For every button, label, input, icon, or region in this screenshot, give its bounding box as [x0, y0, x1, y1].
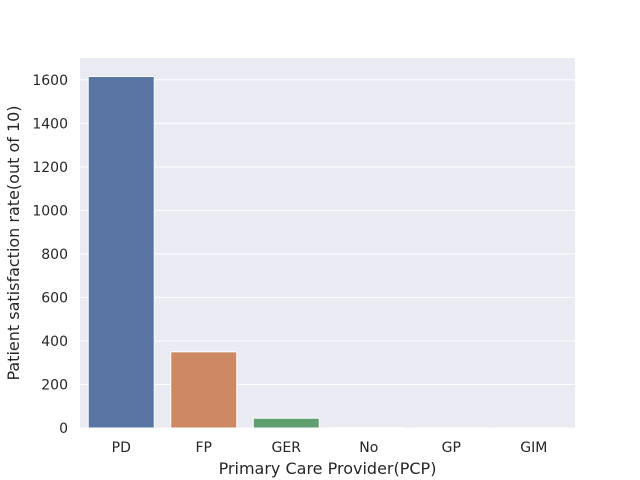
- y-tick-label: 800: [41, 247, 68, 263]
- y-tick-label: 0: [59, 421, 68, 437]
- y-tick-label: 1000: [32, 203, 68, 219]
- y-tick-label: 200: [41, 377, 68, 393]
- y-tick-label: 600: [41, 290, 68, 306]
- y-tick-label: 1400: [32, 116, 68, 132]
- plot-background: [80, 58, 575, 428]
- bars: [87, 76, 568, 429]
- x-tick-label: GER: [272, 440, 302, 456]
- x-axis-title: Primary Care Provider(PCP): [219, 459, 437, 478]
- y-tick-labels: 0 200 400 600 800 1000 1200 1400 1600: [32, 73, 68, 437]
- x-tick-label: FP: [196, 440, 213, 456]
- y-tick-label: 1200: [32, 160, 68, 176]
- x-tick-labels: PD FP GER No GP GIM: [112, 440, 548, 456]
- gridlines: [80, 79, 575, 429]
- bar-ger: [252, 417, 320, 429]
- x-tick-label: GP: [442, 440, 461, 456]
- x-tick-label: GIM: [520, 440, 547, 456]
- x-tick-label: No: [359, 440, 378, 456]
- y-axis-title: Patient satisfaction rate(out of 10): [4, 105, 23, 380]
- bar-fp: [170, 351, 238, 429]
- bar-pd: [87, 76, 155, 429]
- y-tick-label: 1600: [32, 73, 68, 89]
- y-tick-label: 400: [41, 334, 68, 350]
- x-tick-label: PD: [112, 440, 131, 456]
